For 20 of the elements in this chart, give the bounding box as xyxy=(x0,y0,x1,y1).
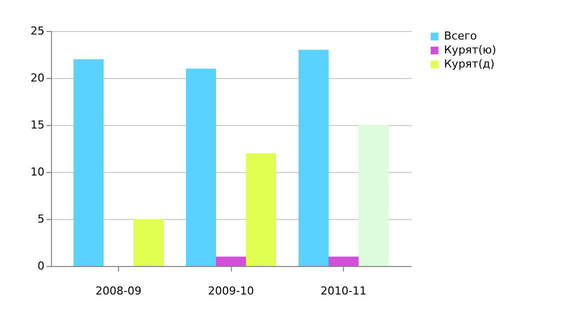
bar xyxy=(74,59,104,266)
x-tick-label: 2009-10 xyxy=(208,284,254,298)
bar xyxy=(328,256,358,266)
y-tick-label: 5 xyxy=(38,212,44,226)
y-tick-label: 0 xyxy=(38,260,44,272)
legend-label: Курят(ю) xyxy=(444,44,496,56)
bar xyxy=(246,153,276,266)
legend-label: Всего xyxy=(444,30,478,42)
y-tick-label: 25 xyxy=(30,24,44,38)
bar xyxy=(216,256,246,266)
y-tick-label: 10 xyxy=(30,166,44,178)
bar xyxy=(298,50,328,266)
bar xyxy=(358,125,388,266)
x-tick-label: 2008-09 xyxy=(96,284,142,298)
bar xyxy=(186,68,216,266)
bar xyxy=(134,219,164,266)
y-tick-label: 20 xyxy=(30,72,44,84)
y-tick-label: 15 xyxy=(30,118,44,132)
legend-label: Курят(д) xyxy=(444,58,495,70)
x-tick-label: 2010-11 xyxy=(320,284,366,298)
